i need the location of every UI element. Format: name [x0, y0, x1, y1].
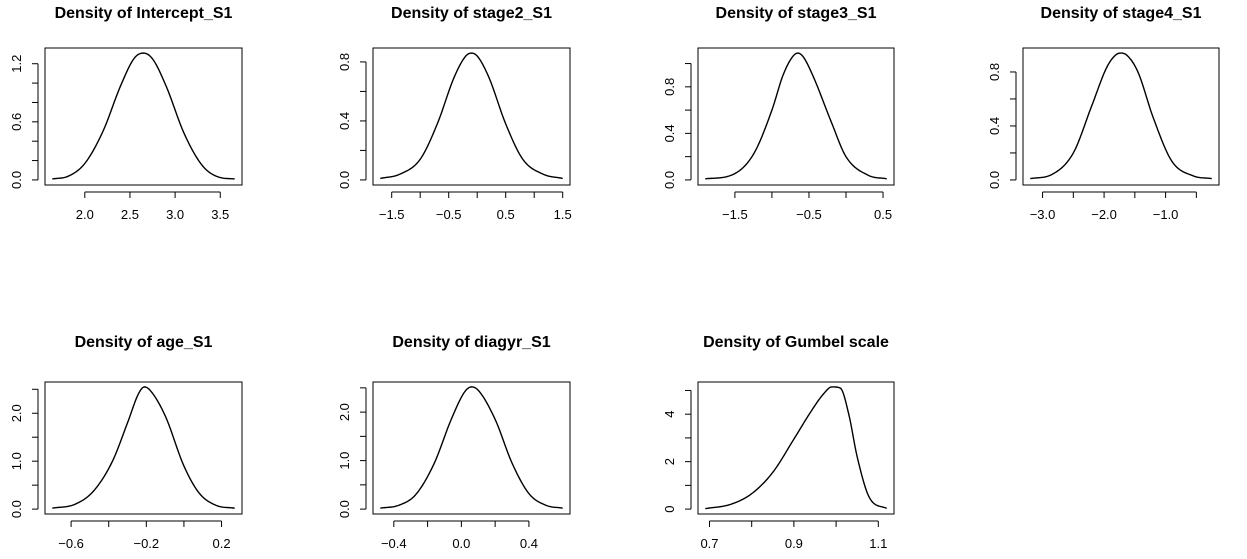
y-tick-label: 0.4 [987, 117, 1002, 135]
x-tick-label: −1.0 [1153, 207, 1179, 222]
y-tick-label: 0.4 [662, 124, 677, 142]
density-curve [380, 52, 563, 180]
density-curve [705, 52, 887, 180]
density-curve [705, 386, 888, 510]
x-tick-label: 3.0 [166, 207, 184, 222]
x-tick-label: −0.2 [133, 536, 159, 551]
plot-frame [372, 47, 571, 186]
x-tick-label: 2.5 [121, 207, 139, 222]
y-tick-label: 1.0 [9, 452, 24, 470]
density-curve [380, 386, 563, 509]
plot-frame [44, 47, 243, 186]
density-curve [52, 52, 235, 180]
plot-title: Density of stage3_S1 [716, 5, 877, 22]
panel-3: Density of stage3_S1 −1.5 −0.5 0.5 0.0 0.4 0.8 [662, 5, 895, 222]
y-tick-label: 0.8 [987, 63, 1002, 81]
y-tick-label: 0.6 [9, 113, 24, 131]
plot-frame [697, 381, 895, 515]
x-tick-label: −0.6 [58, 536, 84, 551]
density-curve [52, 386, 235, 509]
y-tick-label: 0.0 [9, 500, 24, 518]
y-tick-label: 0.8 [337, 53, 352, 71]
y-tick-label: 0.0 [987, 171, 1002, 189]
y-tick-label: 0 [662, 505, 677, 512]
panel-7: Density of Gumbel scale 0.7 0.9 1.1 0 2 4 [662, 334, 895, 551]
x-tick-label: −0.4 [381, 536, 407, 551]
panel-4: Density of stage4_S1 −3.0 −2.0 −1.0 0.0 0.4 0.… [987, 5, 1220, 222]
y-tick-label: 1.2 [9, 55, 24, 73]
x-tick-label: −1.5 [379, 207, 405, 222]
panel-2: Density of stage2_S1 −1.5 −0.5 0.5 1.5 0.0 0.4… [337, 5, 572, 222]
x-tick-label: −0.5 [796, 207, 822, 222]
x-tick-label: 1.5 [554, 207, 572, 222]
x-tick-label: −2.0 [1091, 207, 1117, 222]
y-tick-label: 4 [662, 411, 677, 418]
y-tick-label: 0.0 [337, 171, 352, 189]
x-tick-label: −0.5 [436, 207, 462, 222]
density-curve [1030, 52, 1212, 180]
y-tick-label: 1.0 [337, 452, 352, 470]
plot-frame [372, 381, 571, 515]
plot-title: Density of Intercept_S1 [55, 5, 233, 22]
panel-6: Density of diagyr_S1 −0.4 0.0 0.4 0.0 1.0 2.0 [337, 334, 571, 551]
x-tick-label: 0.7 [700, 536, 718, 551]
x-tick-label: 0.4 [520, 536, 538, 551]
x-tick-label: −3.0 [1030, 207, 1056, 222]
plot-title: Density of age_S1 [75, 334, 213, 351]
plot-title: Density of diagyr_S1 [392, 334, 550, 351]
y-tick-label: 2 [662, 458, 677, 465]
x-tick-label: 2.0 [76, 207, 94, 222]
x-tick-label: 0.5 [874, 207, 892, 222]
panel-1: Density of Intercept_S1 2.0 2.5 3.0 3.5 0.0 0.… [9, 5, 243, 222]
y-tick-label: 2.0 [9, 404, 24, 422]
y-tick-label: 0.4 [337, 112, 352, 130]
plot-title: Density of stage2_S1 [391, 5, 552, 22]
x-tick-label: 3.5 [211, 207, 229, 222]
panel-5: Density of age_S1 −0.6 −0.2 0.2 0.0 1.0 2.0 [9, 334, 243, 551]
plot-frame [44, 381, 243, 515]
y-tick-label: 0.0 [662, 171, 677, 189]
plot-title: Density of Gumbel scale [703, 334, 889, 351]
y-tick-label: 0.0 [9, 171, 24, 189]
y-tick-label: 2.0 [337, 403, 352, 421]
plot-frame [697, 47, 895, 186]
y-tick-label: 0.8 [662, 78, 677, 96]
x-tick-label: 0.5 [497, 207, 515, 222]
x-tick-label: 1.1 [869, 536, 887, 551]
plot-title: Density of stage4_S1 [1041, 5, 1202, 22]
x-tick-label: 0.9 [785, 536, 803, 551]
x-tick-label: 0.0 [452, 536, 470, 551]
x-tick-label: 0.2 [213, 536, 231, 551]
plot-frame [1022, 47, 1220, 186]
x-tick-label: −1.5 [722, 207, 748, 222]
y-tick-label: 0.0 [337, 500, 352, 518]
